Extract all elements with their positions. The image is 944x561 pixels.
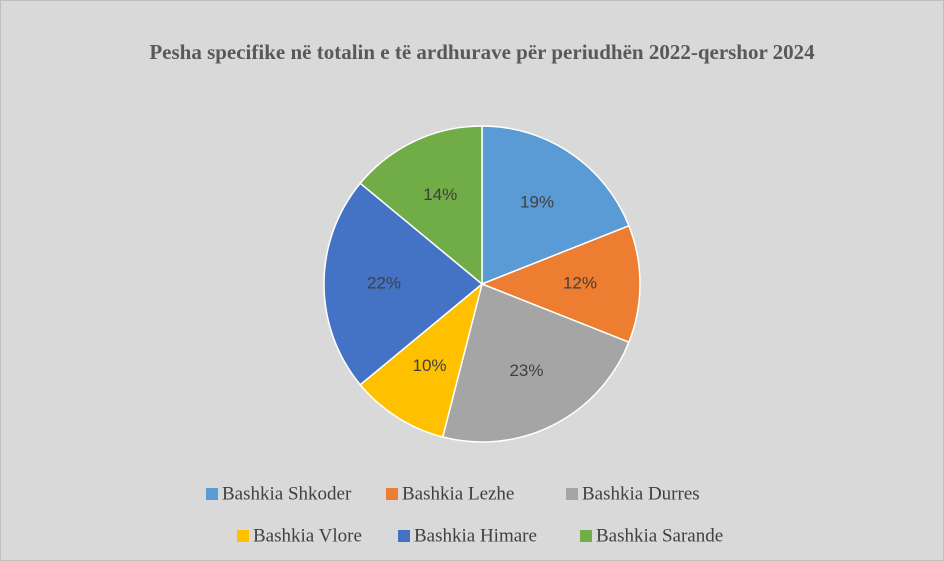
data-label: 19%: [520, 192, 554, 211]
pie-slice: [323, 182, 484, 386]
pie-slice: [359, 125, 483, 286]
legend-label: Bashkia Shkoder: [222, 483, 352, 504]
legend-label: Bashkia Vlore: [253, 525, 362, 546]
data-label: 14%: [423, 185, 457, 204]
pie-slice: [441, 282, 630, 443]
legend-swatch: [386, 488, 398, 500]
pie-slice: [479, 224, 641, 344]
data-label: 22%: [367, 273, 401, 292]
legend-swatch: [566, 488, 578, 500]
pie-slice: [359, 281, 484, 438]
data-label: 23%: [509, 361, 543, 380]
legend-label: Bashkia Himare: [414, 525, 537, 546]
legend-label: Bashkia Sarande: [596, 525, 723, 546]
legend-swatch: [580, 530, 592, 542]
legend-swatch: [398, 530, 410, 542]
legend-label: Bashkia Durres: [582, 483, 700, 504]
legend-label: Bashkia Lezhe: [402, 483, 514, 504]
chart-title: Pesha specifike në totalin e të ardhurav…: [149, 40, 815, 64]
data-label: 10%: [412, 356, 446, 375]
legend-swatch: [206, 488, 218, 500]
legend-swatch: [237, 530, 249, 542]
data-label: 12%: [563, 273, 597, 292]
pie-slice: [481, 125, 630, 286]
